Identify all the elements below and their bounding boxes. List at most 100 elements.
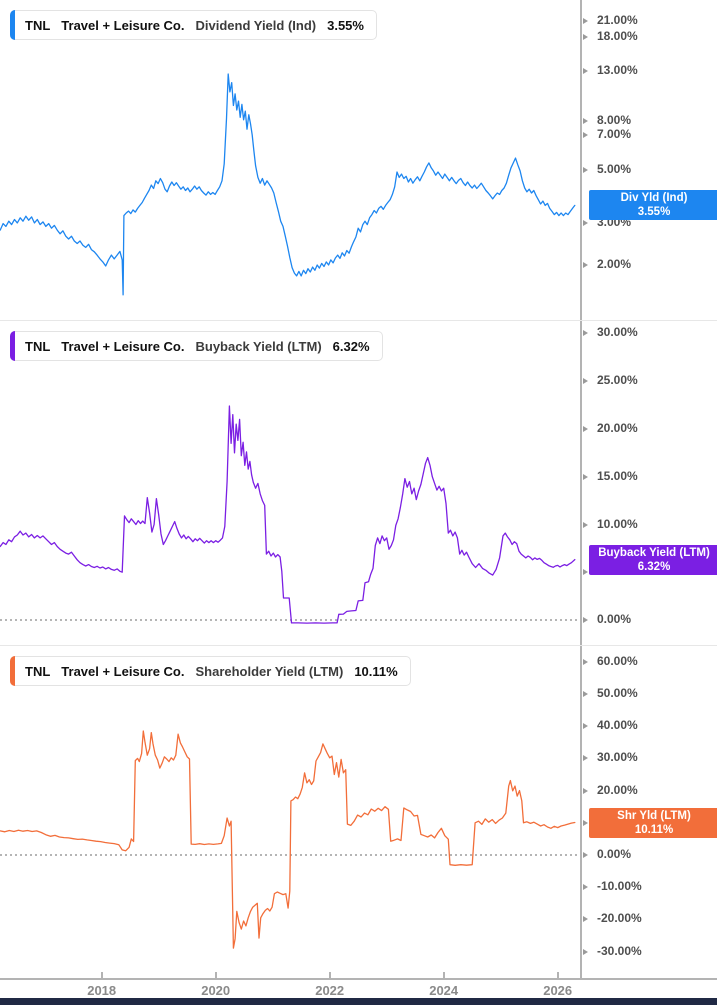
tick-arrow-icon	[583, 819, 588, 826]
buyback-yield-svg	[0, 405, 580, 624]
shareholder-yield-svg	[0, 730, 580, 949]
y-tick-label: 18.00%	[597, 29, 638, 43]
tick-arrow-icon	[583, 34, 588, 40]
x-tick	[556, 972, 559, 978]
panel-buyback-yield: 0.00%5.00%10.00%15.00%20.00%25.00%30.00%…	[0, 320, 717, 646]
y-tick-label: 40.00%	[597, 718, 638, 733]
y-tick-label: -20.00%	[597, 911, 642, 926]
tick-arrow-icon	[583, 262, 588, 268]
tick-arrow-icon	[583, 166, 588, 173]
company-label: Travel + Leisure Co.	[61, 663, 185, 679]
company-label: Travel + Leisure Co.	[61, 17, 185, 33]
y-tick-label: 25.00%	[597, 373, 638, 388]
y-tick-label: 50.00%	[597, 686, 638, 700]
tick-arrow-icon	[583, 426, 588, 432]
buyback-yield-line	[0, 405, 576, 624]
buyback-yield-plot[interactable]	[0, 321, 580, 646]
y-tick-label: 21.00%	[597, 13, 638, 27]
buyback-yield-legend-chip[interactable]: TNL Travel + Leisure Co. Buyback Yield (…	[10, 331, 383, 361]
legend-accent-bar	[10, 656, 15, 686]
x-tick-label: 2018	[87, 983, 117, 998]
y-tick-label: 7.00%	[597, 127, 632, 141]
y-tick-label: 30.00%	[597, 750, 638, 765]
y-tick-label: 15.00%	[597, 468, 638, 483]
dividend-yield-plot[interactable]	[0, 0, 580, 320]
shareholder-yield-legend-chip[interactable]: TNL Travel + Leisure Co. Shareholder Yie…	[10, 656, 411, 686]
tick-arrow-icon	[583, 691, 588, 697]
tick-arrow-icon	[583, 787, 588, 794]
buyback-yield-y-axis: 0.00%5.00%10.00%15.00%20.00%25.00%30.00%…	[580, 321, 717, 646]
metric-value: 3.55%	[327, 17, 364, 33]
bottom-bar	[0, 998, 717, 1005]
y-tick-label: -10.00%	[597, 879, 642, 894]
badge-label: Div Yld (Ind)	[620, 192, 688, 205]
tick-arrow-icon	[583, 658, 588, 665]
y-tick-label: 60.00%	[597, 653, 638, 668]
time-axis: 2018 2020 2022 2024 2026	[0, 972, 717, 1000]
shareholder-yield-y-axis: -30.00%-20.00%-10.00%0.00%10.00%20.00%30…	[580, 646, 717, 979]
tick-arrow-icon	[583, 569, 588, 576]
x-tick	[214, 972, 217, 978]
y-tick-label: 13.00%	[597, 62, 638, 77]
badge-label: Buyback Yield (LTM)	[598, 546, 710, 559]
y-tick-label: 2.00%	[597, 257, 632, 271]
tick-arrow-icon	[583, 948, 588, 955]
y-tick-label: 20.00%	[597, 782, 638, 797]
ticker-label: TNL	[25, 663, 51, 679]
badge-value: 10.11%	[634, 823, 674, 836]
tick-arrow-icon	[583, 723, 588, 730]
metric-label: Dividend Yield (Ind)	[195, 17, 317, 33]
tick-arrow-icon	[583, 884, 588, 891]
y-tick-label: -30.00%	[597, 943, 642, 958]
y-tick-label: 5.00%	[597, 161, 632, 176]
y-tick-label: 0.00%	[597, 612, 632, 626]
tick-arrow-icon	[583, 330, 588, 337]
dividend-yield-svg	[0, 73, 576, 296]
tick-arrow-icon	[583, 473, 588, 480]
x-tick	[328, 972, 331, 978]
dividend-yield-y-axis: 2.00% 3.00% 5.00% 7.00% 8.00% 13.00% 18.00% 21.…	[580, 0, 717, 320]
y-tick-label: 8.00%	[597, 113, 632, 128]
y-tick-label: 30.00%	[597, 325, 638, 340]
tick-arrow-icon	[583, 916, 588, 923]
y-tick-label: 20.00%	[597, 421, 638, 435]
shareholder-yield-line	[0, 730, 576, 949]
shareholder-yield-plot[interactable]	[0, 646, 580, 979]
tick-arrow-icon	[583, 755, 588, 762]
x-tick-label: 2020	[201, 983, 231, 998]
ticker-label: TNL	[25, 17, 51, 33]
x-tick	[442, 972, 445, 978]
legend-accent-bar	[10, 10, 15, 40]
legend-accent-bar	[10, 331, 15, 361]
tick-arrow-icon	[583, 852, 588, 858]
tick-arrow-icon	[583, 67, 588, 74]
panel-dividend-yield: 2.00% 3.00% 5.00% 7.00% 8.00% 13.00% 18.00% 21.…	[0, 0, 717, 320]
x-tick-label: 2024	[429, 983, 459, 998]
metric-label: Buyback Yield (LTM)	[195, 338, 322, 354]
tick-arrow-icon	[583, 521, 588, 528]
y-tick-label: 10.00%	[597, 516, 638, 531]
dividend-yield-line	[0, 73, 576, 296]
metric-label: Shareholder Yield (LTM)	[195, 663, 344, 679]
badge-value: 6.32%	[637, 560, 671, 573]
badge-value: 3.55%	[637, 206, 671, 219]
dividend-yield-legend-chip[interactable]: TNL Travel + Leisure Co. Dividend Yield …	[10, 10, 377, 40]
y-tick-label: 0.00%	[597, 847, 632, 861]
company-label: Travel + Leisure Co.	[61, 338, 185, 354]
tick-arrow-icon	[583, 118, 588, 125]
badge-label: Shr Yld (LTM)	[617, 809, 691, 822]
x-tick-label: 2026	[543, 983, 573, 998]
metric-value: 6.32%	[332, 338, 370, 354]
shareholder-yield-axis-badge: Shr Yld (LTM) 10.11%	[589, 807, 717, 838]
buyback-yield-axis-badge: Buyback Yield (LTM) 6.32%	[589, 544, 717, 575]
tick-arrow-icon	[583, 219, 588, 226]
metric-value: 10.11%	[354, 663, 398, 679]
x-tick	[100, 972, 103, 978]
panel-shareholder-yield: -30.00%-20.00%-10.00%0.00%10.00%20.00%30…	[0, 645, 717, 979]
dividend-yield-axis-badge: Div Yld (Ind) 3.55%	[589, 190, 717, 221]
tick-arrow-icon	[583, 132, 588, 138]
ticker-label: TNL	[25, 338, 51, 354]
tick-arrow-icon	[583, 617, 588, 623]
tick-arrow-icon	[583, 378, 588, 385]
